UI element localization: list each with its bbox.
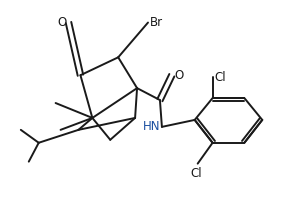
Text: O: O — [57, 16, 67, 29]
Text: O: O — [175, 69, 184, 82]
Text: Br: Br — [150, 16, 163, 29]
Text: HN: HN — [143, 120, 160, 133]
Text: Cl: Cl — [214, 71, 226, 84]
Text: Cl: Cl — [190, 167, 201, 180]
